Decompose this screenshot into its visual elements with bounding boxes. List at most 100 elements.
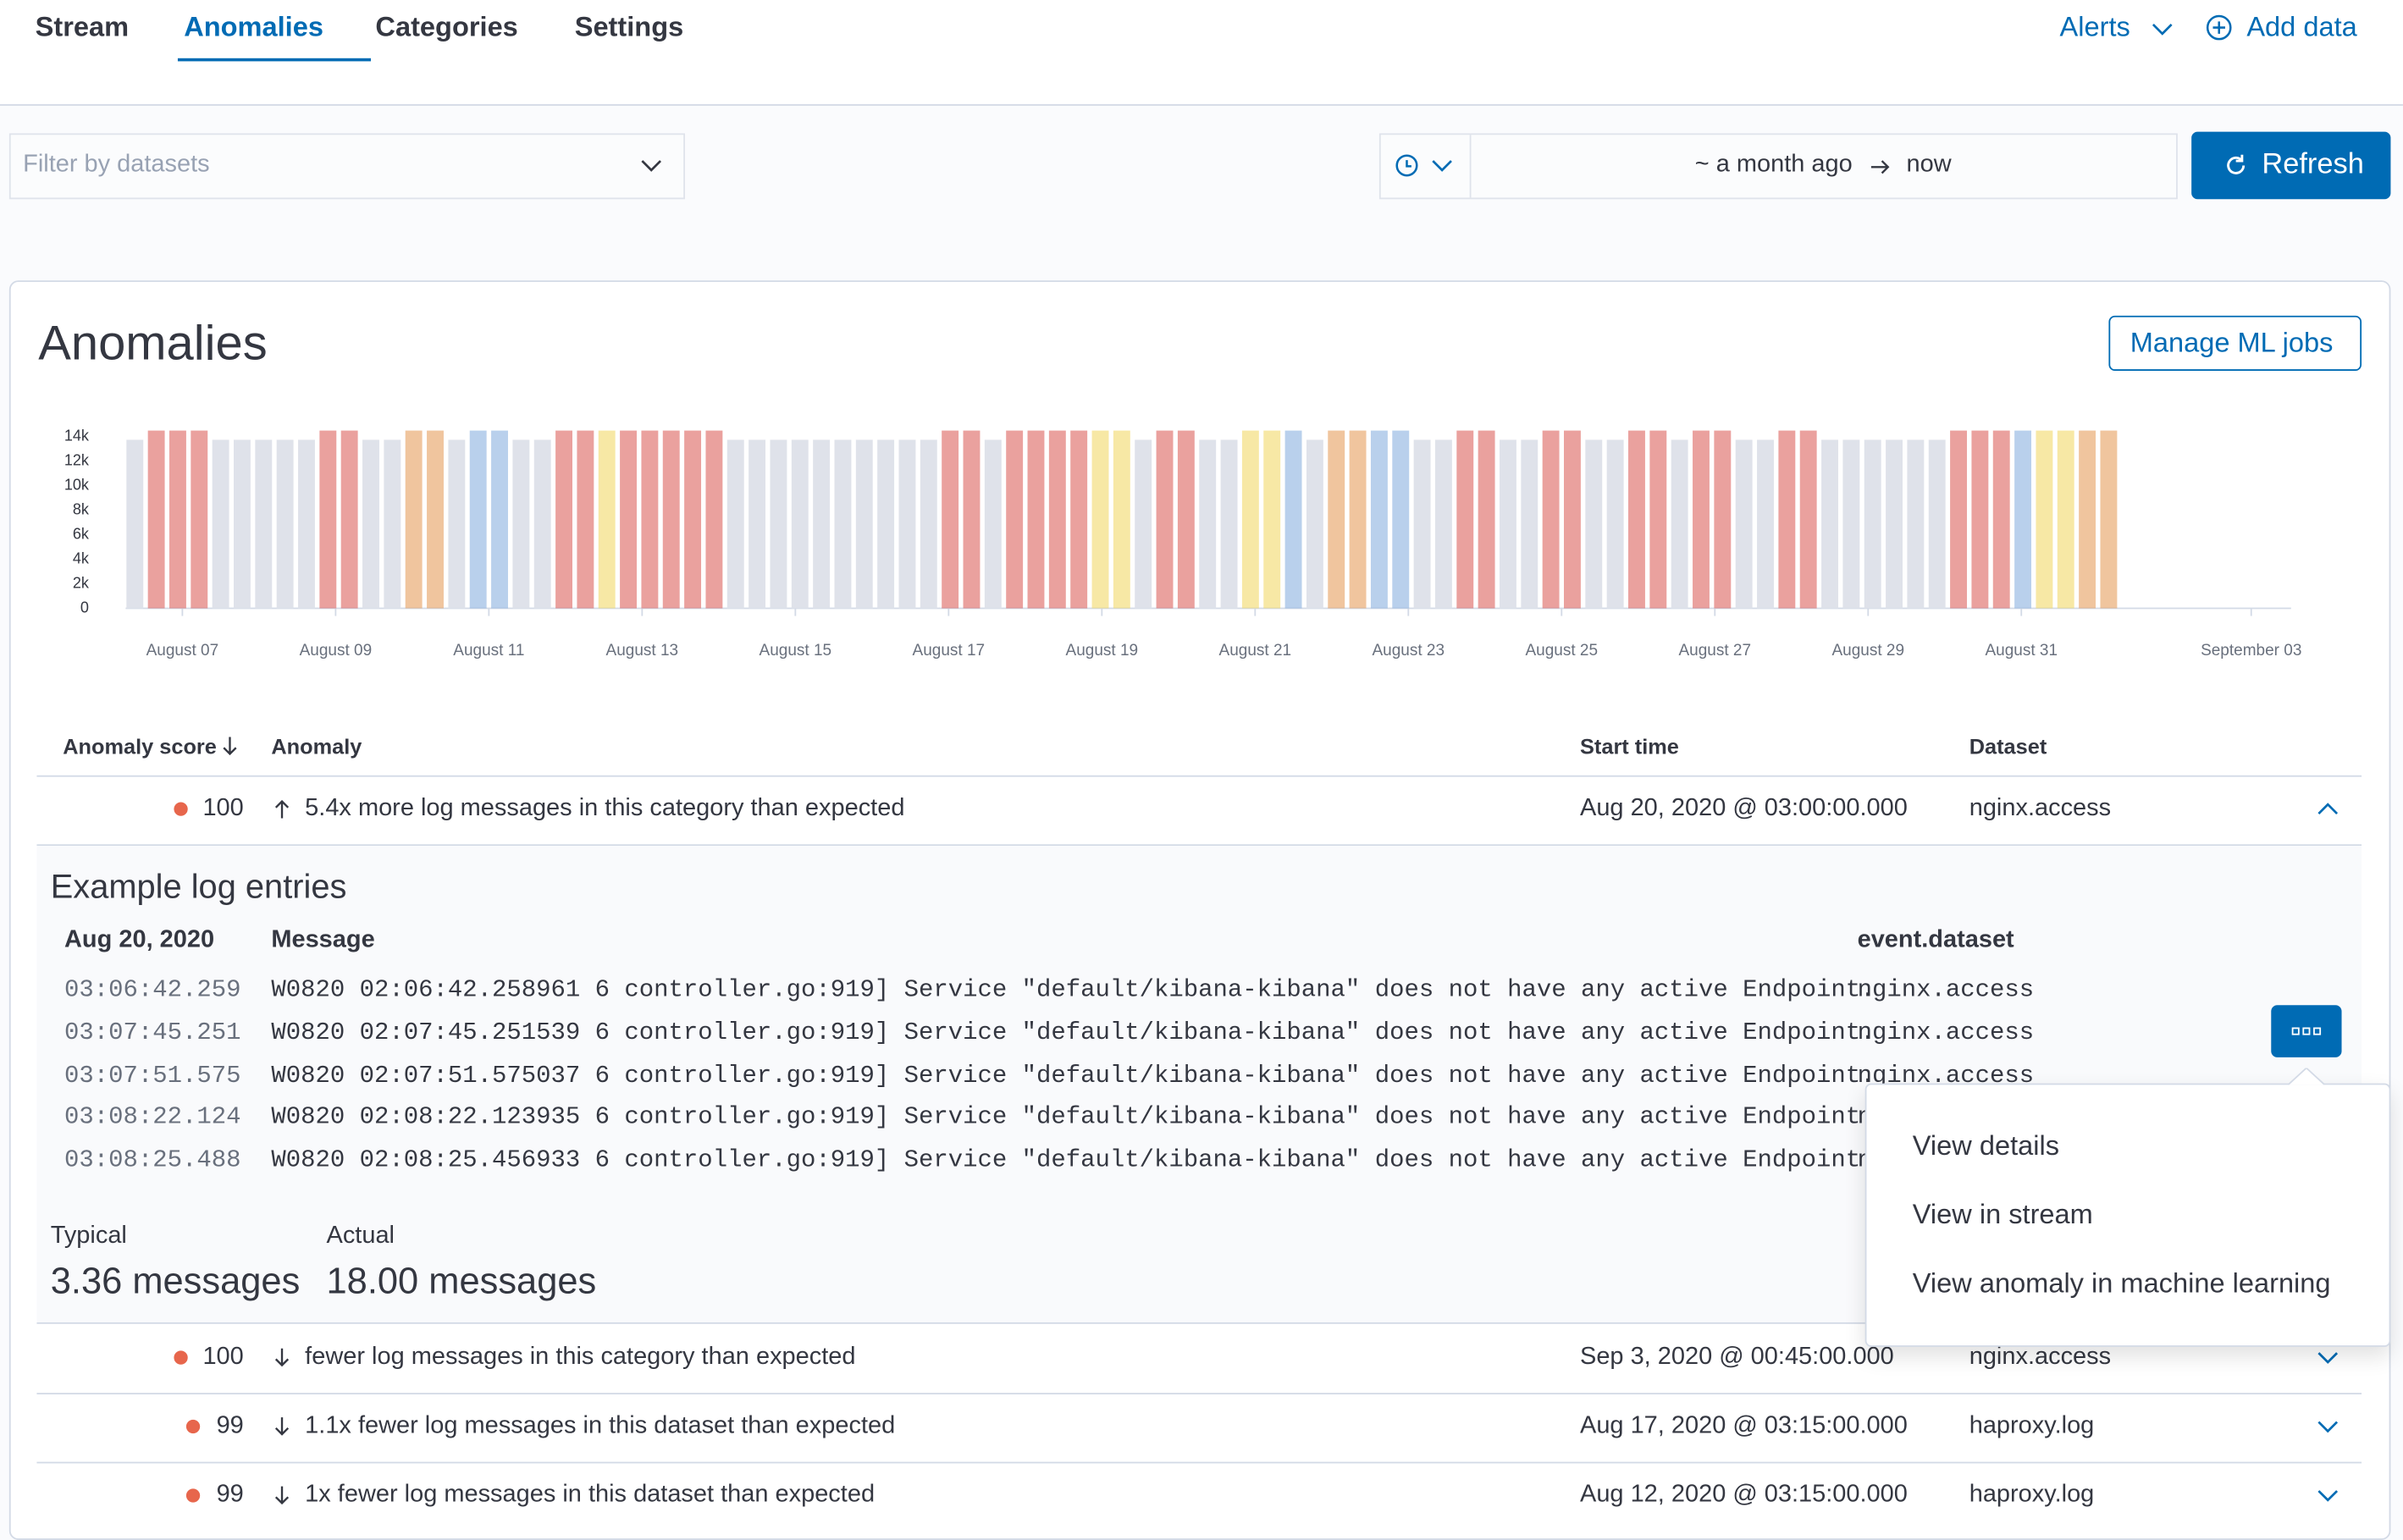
bar (1864, 439, 1881, 608)
row-border (36, 1393, 2362, 1394)
add-data-link[interactable]: Add data (2246, 12, 2356, 44)
expand-icon[interactable] (2316, 1416, 2340, 1437)
plus-icon (2205, 14, 2233, 41)
bar (1306, 439, 1323, 608)
tab-active[interactable]: Anomalies (184, 12, 323, 44)
x-tick-label: August 15 (760, 642, 832, 660)
chevron-icon (2150, 17, 2174, 41)
bar (1157, 431, 1174, 609)
bar (1886, 439, 1903, 608)
tab[interactable]: Stream (36, 12, 129, 44)
bar (1778, 431, 1795, 609)
filter-placeholder: Filter by datasets (23, 152, 209, 179)
bar (298, 439, 315, 608)
bar (1950, 431, 1967, 609)
bar (1564, 431, 1581, 609)
bar (406, 431, 423, 609)
x-tick-label: September 03 (2201, 642, 2301, 660)
column-header[interactable]: Anomaly score (63, 734, 217, 759)
bar (255, 439, 272, 608)
log-time: 03:07:45.251 (64, 1019, 241, 1047)
y-tick-label: 2k (73, 574, 90, 591)
bar (341, 431, 358, 609)
bar (1907, 439, 1924, 608)
bar (1070, 431, 1087, 609)
bar (856, 439, 873, 608)
bar (942, 431, 958, 609)
bar (1607, 439, 1624, 608)
expand-icon[interactable] (2316, 1347, 2340, 1368)
bar (427, 431, 444, 609)
bar (1178, 431, 1195, 609)
time-start[interactable]: ~ a month ago (1695, 152, 1853, 179)
bar (1521, 439, 1538, 608)
x-tick-label: August 25 (1525, 642, 1598, 660)
bar (1328, 431, 1345, 609)
x-tick-label: August 19 (1066, 642, 1139, 660)
arrow-icon (1870, 157, 1891, 178)
menu-item[interactable]: View details (1913, 1130, 2059, 1162)
refresh-label: Refresh (2262, 149, 2363, 183)
x-tick-label: August 29 (1831, 642, 1904, 660)
bar (1285, 431, 1302, 609)
popover-arrow (2288, 1068, 2324, 1087)
row-border (36, 1462, 2362, 1464)
bar (1714, 431, 1731, 609)
x-tick-label: August 13 (606, 642, 679, 660)
dataset: nginx.access (1969, 1344, 2111, 1372)
bar (2079, 431, 2096, 609)
expand-icon[interactable] (2316, 1485, 2340, 1506)
log-time: 03:06:42.259 (64, 976, 241, 1004)
y-tick-label: 10k (64, 477, 90, 494)
log-message: W0820 02:07:51.575037 6 controller.go:91… (271, 1062, 1875, 1090)
bar (641, 431, 658, 609)
y-tick-label: 8k (73, 500, 90, 517)
bar (191, 431, 207, 609)
bar (1371, 431, 1388, 609)
severity-dot (186, 1488, 200, 1502)
down-arrow (271, 1416, 292, 1437)
tab-underline (178, 58, 371, 62)
bar (1821, 439, 1838, 608)
anomaly-text: 5.4x more log messages in this category … (305, 795, 904, 823)
x-tick-label: August 27 (1678, 642, 1751, 660)
bar (1628, 431, 1645, 609)
log-dataset: nginx.access (1858, 976, 2035, 1004)
alerts-menu[interactable]: Alerts (2060, 12, 2130, 44)
collapse-icon[interactable] (2316, 798, 2340, 820)
start-time: Aug 20, 2020 @ 03:00:00.000 (1580, 795, 1908, 823)
bar (555, 431, 572, 609)
bar (727, 439, 744, 608)
menu-item[interactable]: View anomaly in machine learning (1913, 1268, 2331, 1300)
clock-icon[interactable] (1395, 153, 1456, 178)
bar (684, 431, 701, 609)
down-arrow (271, 1485, 292, 1506)
tab[interactable]: Categories (375, 12, 517, 44)
bar (1649, 431, 1666, 609)
tab[interactable]: Settings (575, 12, 684, 44)
bar (213, 439, 229, 608)
severity-dot (174, 1350, 187, 1364)
bar (1414, 439, 1431, 608)
details-title: Example log entries (51, 867, 347, 907)
sort-icon (219, 736, 240, 757)
bar (1500, 439, 1516, 608)
down-arrow (271, 1347, 292, 1368)
log-message: W0820 02:06:42.258961 6 controller.go:91… (271, 976, 1875, 1004)
time-end[interactable]: now (1907, 152, 1952, 179)
dots-icon (2291, 1027, 2322, 1036)
x-tick-label: August 07 (146, 642, 219, 660)
bar (362, 439, 379, 608)
bar (277, 439, 294, 608)
refresh-icon (2222, 152, 2250, 179)
bar (1693, 431, 1710, 609)
log-message: W0820 02:07:45.251539 6 controller.go:91… (271, 1019, 1875, 1047)
bar (813, 439, 830, 608)
bar (1929, 439, 1946, 608)
start-time: Aug 12, 2020 @ 03:15:00.000 (1580, 1482, 1908, 1510)
anomaly-chart: 02k4k6k8k10k12k14kAugust 07August 09Augu… (0, 399, 2403, 675)
bar (1971, 431, 1988, 609)
column-header: Anomaly (271, 734, 362, 759)
menu-item[interactable]: View in stream (1913, 1199, 2093, 1231)
bar (920, 439, 937, 608)
